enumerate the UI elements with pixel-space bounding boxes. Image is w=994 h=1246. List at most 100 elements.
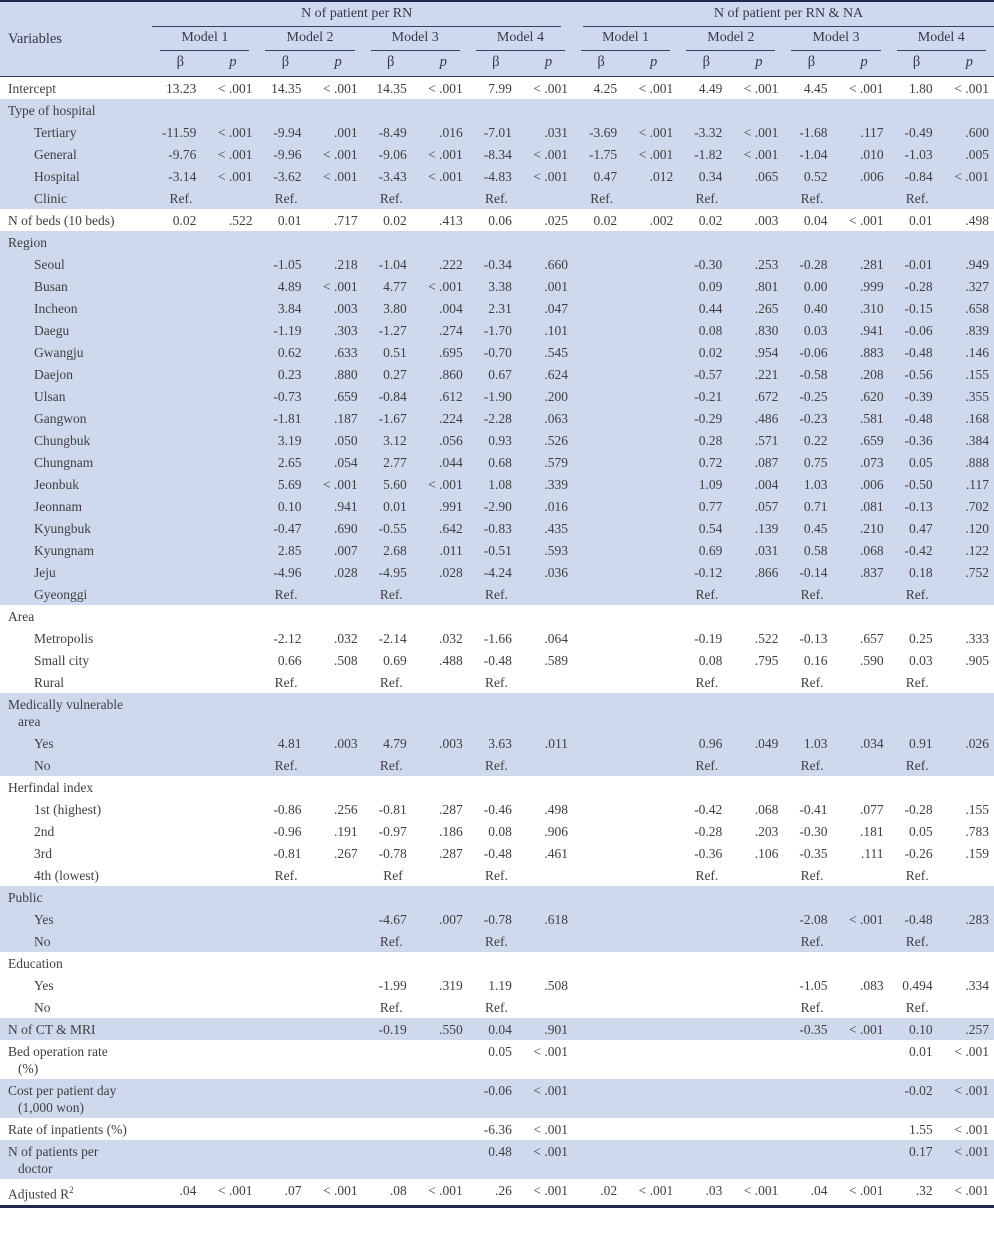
beta-cell: -0.41 [799,801,828,817]
p-header: p [523,51,574,77]
row-label: Tertiary [34,124,77,140]
p-cell: .003 [754,212,779,228]
beta-cell [573,974,629,996]
p-cell: .081 [859,498,884,514]
variables-column-header: Variables [0,1,153,77]
regression-results-table: Variables N of patient per RN N of patie… [0,0,994,1208]
p-cell [524,583,573,605]
beta-cell: 0.17 [909,1143,933,1159]
beta-cell: 3.38 [488,278,512,294]
beta-cell: -0.56 [904,366,933,382]
beta-cell [257,1118,313,1140]
beta-cell: 1.80 [909,80,933,96]
beta-cell: -0.83 [483,520,512,536]
beta-cell: Ref. [905,586,929,602]
p-cell: .106 [754,845,779,861]
p-cell [208,864,257,886]
row-label: Daegu [34,322,70,338]
p-cell [839,1079,888,1118]
beta-cell: Ref. [905,933,929,949]
beta-cell: -6.36 [483,1121,512,1137]
beta-cell [152,952,208,974]
p-cell: .044 [439,454,463,470]
beta-cell: -9.76 [168,146,197,162]
p-cell [208,231,257,253]
p-cell [208,539,257,561]
table-row: No Ref. Ref. Ref. Ref. [0,996,994,1018]
p-cell: < .001 [428,80,463,96]
p-cell [208,1018,257,1040]
p-cell [734,671,783,693]
p-cell [629,253,678,275]
p-cell: .010 [859,146,884,162]
p-cell [208,583,257,605]
beta-cell: -0.28 [694,823,723,839]
p-cell: .065 [754,168,779,184]
p-cell [208,407,257,429]
beta-cell [678,1079,734,1118]
p-cell [629,974,678,996]
beta-cell: Ref. [379,190,403,206]
beta-cell [573,275,629,297]
beta-cell: .26 [495,1182,512,1198]
beta-cell: Ref. [485,933,508,949]
p-cell: < .001 [428,278,463,294]
beta-cell [152,231,208,253]
beta-cell: -0.28 [904,278,933,294]
beta-cell [678,693,734,732]
beta-cell: Ref. [485,999,508,1015]
beta-cell [573,693,629,732]
row-label: Seoul [34,256,65,272]
beta-cell [363,605,419,627]
p-cell [629,693,678,732]
p-cell: .866 [754,564,779,580]
beta-cell [257,231,313,253]
beta-cell: -1.05 [273,256,302,272]
p-cell [208,974,257,996]
p-cell [314,886,363,908]
row-label: Yes [34,735,54,751]
p-cell [839,1040,888,1079]
beta-cell: -0.12 [694,564,723,580]
row-label: Gyeonggi [34,586,88,602]
p-cell: .007 [334,542,358,558]
p-cell [629,886,678,908]
p-cell [524,952,573,974]
p-cell [208,754,257,776]
row-label: Public [8,889,43,905]
beta-cell: Ref. [274,586,298,602]
beta-cell: -0.51 [483,542,512,558]
beta-cell [363,1140,419,1179]
beta-cell [152,583,208,605]
beta-cell: -1.66 [483,630,512,646]
p-cell: .122 [965,542,989,558]
p-cell [629,605,678,627]
beta-cell [573,539,629,561]
p-cell [629,952,678,974]
beta-cell [152,385,208,407]
beta-cell [152,1140,208,1179]
p-cell [208,99,257,121]
p-cell: .224 [439,410,463,426]
beta-cell: -0.46 [483,801,512,817]
p-cell [208,776,257,798]
p-cell [419,187,468,209]
beta-cell [678,930,734,952]
p-cell [629,275,678,297]
p-cell [208,732,257,754]
p-cell: .054 [334,454,358,470]
table-row: Medically vulnerable area [0,693,994,732]
table-header: Variables N of patient per RN N of patie… [0,1,994,77]
table-row: Tertiary -11.59 < .001 -9.94 .001 -8.49 .016 -7… [0,121,994,143]
beta-cell: Ref. [695,757,719,773]
beta-cell: 1.08 [488,476,512,492]
table-row: Daegu -1.19 .303 -1.27 .274 -1.70 .101 0.08 .830… [0,319,994,341]
row-label: Kyungbuk [34,520,91,536]
p-cell: .413 [439,212,463,228]
p-cell [734,996,783,1018]
row-label: Small city [34,652,90,668]
table-row: Jeonbuk 5.69 < .001 5.60 < .001 1.08 .339 1.09.… [0,473,994,495]
beta-cell: 0.06 [488,212,512,228]
p-cell [314,99,363,121]
p-cell [208,341,257,363]
